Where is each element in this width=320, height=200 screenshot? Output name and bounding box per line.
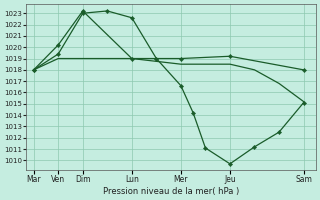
X-axis label: Pression niveau de la mer( hPa ): Pression niveau de la mer( hPa ) [103,187,239,196]
